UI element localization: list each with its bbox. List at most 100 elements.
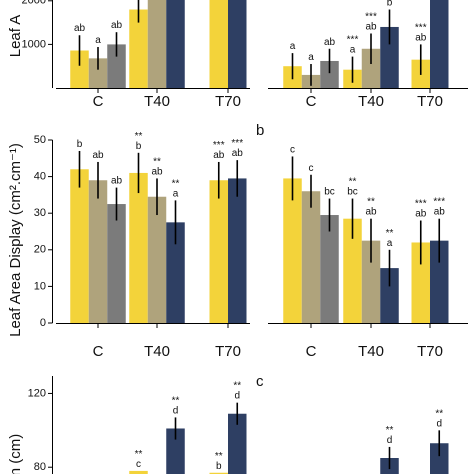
y-tick-label-bottom-left-0: 80 — [34, 461, 46, 473]
bar-middle-left-0 — [70, 169, 89, 323]
bar-middle-right-4 — [361, 240, 381, 323]
bar-bottom-right-1 — [430, 443, 449, 474]
sig-label-top-right-6-0: ab — [415, 32, 427, 43]
bar-top-left-3 — [129, 9, 148, 89]
sig-label-top-right-0-0: a — [290, 41, 296, 52]
x-tick-label-middle-left-2: T70 — [215, 343, 241, 360]
sig-label-bottom-right-1-1: ** — [435, 408, 443, 419]
bar-top-left-0 — [70, 50, 89, 88]
y-tick-label-middle-left-1: 10 — [34, 280, 46, 292]
sig-label-middle-left-4-0: ab — [151, 166, 163, 177]
sig-label-middle-right-2-0: bc — [324, 187, 335, 198]
x-tick-label-top-left-2: T70 — [215, 93, 241, 110]
middle-y-axis-label: Leaf Area Display (cm².cm⁻¹) — [7, 143, 24, 337]
y-tick-label-top-left-0: 1000 — [22, 38, 46, 50]
sig-label-middle-left-3-0: b — [136, 141, 142, 152]
sig-label-middle-right-7-0: ab — [434, 207, 446, 218]
x-tick-label-top-left-1: T40 — [144, 93, 170, 110]
sig-label-middle-left-5-0: a — [173, 188, 179, 199]
sig-label-bottom-left-3-0: d — [234, 391, 240, 402]
sig-label-bottom-left-2-1: ** — [215, 451, 223, 462]
bar-middle-left-5 — [166, 222, 185, 323]
sig-label-top-left-2-0: ab — [111, 20, 123, 31]
bar-middle-left-2 — [107, 204, 126, 323]
x-tick-label-middle-right-1: T40 — [358, 343, 384, 360]
bar-top-left-5 — [166, 0, 185, 88]
sig-label-bottom-right-1-0: d — [436, 418, 442, 429]
sig-label-middle-right-6-1: *** — [415, 199, 427, 210]
bar-top-right-2 — [320, 60, 339, 88]
bar-bottom-left-2 — [209, 472, 228, 474]
sig-label-bottom-left-0-0: c — [136, 459, 141, 470]
y-tick-label-middle-left-5: 50 — [34, 134, 46, 146]
sig-label-middle-left-5-1: ** — [172, 178, 180, 189]
bar-middle-right-0 — [283, 178, 302, 323]
x-tick-label-top-right-0: C — [306, 93, 317, 110]
sig-label-middle-right-5-0: a — [387, 238, 393, 249]
panel-label-b: b — [256, 122, 264, 139]
sig-label-middle-right-0-0: c — [290, 144, 295, 155]
bar-top-left-7 — [228, 0, 247, 88]
sig-label-top-right-2-0: ab — [324, 37, 336, 48]
bar-middle-right-6 — [411, 242, 430, 323]
bottom-y-axis-label: n (cm) — [7, 434, 24, 474]
bar-top-right-4 — [361, 48, 381, 88]
sig-label-middle-right-3-1: ** — [349, 177, 357, 188]
sig-label-top-right-5-0: b — [387, 0, 393, 9]
bar-top-left-2 — [107, 44, 126, 88]
sig-label-top-left-0-0: ab — [74, 23, 86, 34]
bar-top-left-1 — [88, 58, 108, 88]
bar-middle-left-7 — [228, 178, 247, 323]
sig-label-bottom-left-1-0: d — [173, 405, 179, 416]
sig-label-bottom-left-0-1: ** — [135, 449, 143, 460]
bar-middle-right-2 — [320, 215, 339, 323]
x-tick-label-middle-left-0: C — [93, 343, 104, 360]
bar-middle-left-1 — [88, 180, 108, 323]
sig-label-middle-left-1-0: ab — [92, 150, 104, 161]
bar-bottom-left-3 — [228, 413, 247, 474]
x-tick-label-middle-right-2: T70 — [417, 343, 443, 360]
sig-label-middle-right-7-1: *** — [433, 197, 445, 208]
sig-label-bottom-left-1-1: ** — [172, 395, 180, 406]
x-tick-label-top-right-2: T70 — [417, 93, 443, 110]
sig-label-middle-left-7-0: ab — [232, 148, 244, 159]
sig-label-middle-right-4-0: ab — [365, 207, 377, 218]
sig-label-top-right-4-1: *** — [365, 12, 377, 23]
y-tick-label-middle-left-3: 30 — [34, 207, 46, 219]
bar-bottom-left-0 — [129, 470, 148, 474]
bar-middle-left-6 — [209, 180, 228, 323]
bar-top-left-6 — [209, 0, 228, 88]
sig-label-middle-left-6-0: ab — [213, 150, 225, 161]
sig-label-bottom-right-0-0: d — [387, 435, 393, 446]
x-tick-label-top-left-0: C — [93, 93, 104, 110]
y-tick-label-middle-left-2: 20 — [34, 244, 46, 256]
bar-middle-left-4 — [147, 196, 167, 323]
sig-label-middle-left-2-0: ab — [111, 176, 123, 187]
bar-middle-right-1 — [301, 191, 321, 323]
sig-label-middle-right-5-1: ** — [386, 228, 394, 239]
sig-label-bottom-left-3-1: ** — [233, 381, 241, 392]
x-tick-label-top-right-1: T40 — [358, 93, 384, 110]
bar-middle-right-3 — [343, 218, 362, 323]
top-y-axis-label: Leaf A — [7, 15, 24, 58]
panel-label-c: c — [256, 373, 264, 390]
bar-top-right-7 — [430, 0, 449, 88]
panel-bottom-right: d**d** — [380, 408, 449, 474]
sig-label-top-left-1-0: a — [95, 35, 101, 46]
y-tick-label-bottom-left-1: 120 — [28, 387, 46, 399]
bar-middle-left-3 — [129, 172, 148, 323]
sig-label-middle-left-4-1: ** — [153, 156, 161, 167]
sig-label-top-right-1-0: a — [308, 52, 314, 63]
sig-label-bottom-right-0-1: ** — [386, 425, 394, 436]
x-tick-label-middle-left-1: T40 — [144, 343, 170, 360]
sig-label-middle-left-3-1: ** — [135, 131, 143, 142]
sig-label-middle-right-1-0: c — [309, 163, 314, 174]
bar-middle-right-7 — [430, 240, 449, 323]
y-tick-label-middle-left-0: 0 — [40, 317, 46, 329]
bar-top-right-5 — [380, 26, 399, 88]
sig-label-middle-right-4-1: ** — [367, 197, 375, 208]
